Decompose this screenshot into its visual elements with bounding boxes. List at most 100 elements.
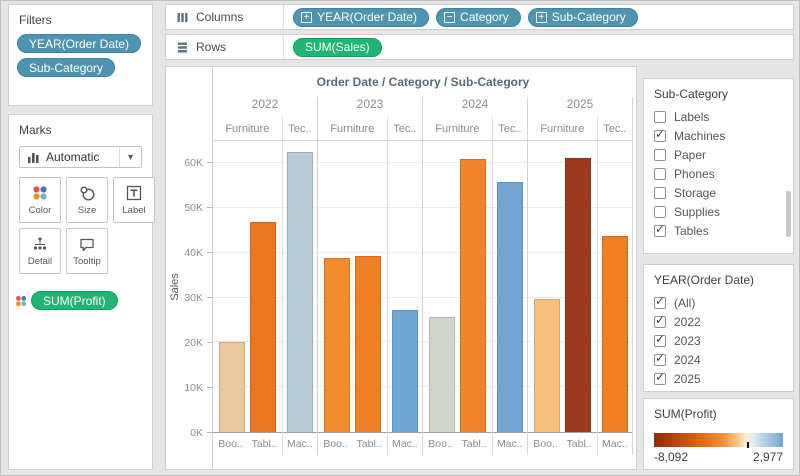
checkbox-icon[interactable]: ✓ xyxy=(654,313,666,328)
marks-buttons: Color Size Label xyxy=(19,177,155,274)
gridline xyxy=(528,341,597,343)
tooltip-button[interactable]: Tooltip xyxy=(66,228,108,274)
category-header-label: Furniture xyxy=(318,117,387,141)
chevron-down-icon[interactable]: ▾ xyxy=(119,147,141,167)
pill-label: SUM(Sales) xyxy=(305,40,370,54)
y-tick-mark xyxy=(207,162,212,164)
column-pill[interactable]: + YEAR(Order Date) xyxy=(293,7,430,27)
checkbox-icon[interactable]: ✓ xyxy=(654,126,666,142)
filter-item-label: Tables xyxy=(674,223,709,238)
year-filter-card: YEAR(Order Date) ✓ (All) ✓ 2022 ✓ 2023 ✓ 2024 ✓ 2… xyxy=(643,264,794,392)
bar-mark[interactable] xyxy=(496,182,523,432)
filter-item-label: Storage xyxy=(674,185,717,200)
filter-item[interactable]: Phones xyxy=(644,164,793,183)
profit-max-label: 2,977 xyxy=(752,450,783,464)
rows-pill-area[interactable]: SUM(Sales) xyxy=(284,37,382,57)
profit-encoding-pill[interactable]: SUM(Profit) xyxy=(31,291,118,310)
expander-icon[interactable]: − xyxy=(444,11,456,23)
x-axis-labels: Mac.. xyxy=(598,433,632,455)
checkbox-icon[interactable] xyxy=(654,148,666,161)
checkbox-icon[interactable] xyxy=(654,110,666,123)
filter-item-label: Paper xyxy=(674,147,707,162)
label-button[interactable]: Label xyxy=(113,177,155,223)
x-axis-label: Tabl.. xyxy=(461,438,487,450)
checkbox-icon[interactable] xyxy=(654,167,666,180)
filter-item-label: Supplies xyxy=(674,204,721,219)
mark-type-dropdown[interactable]: Automatic ▾ xyxy=(19,146,142,168)
filter-item[interactable]: ✓ 2024 xyxy=(644,350,793,369)
bar-mark[interactable] xyxy=(391,310,418,432)
scrollbar-thumb[interactable] xyxy=(786,191,791,237)
bar-mark[interactable] xyxy=(460,158,487,432)
gridline xyxy=(213,296,282,298)
bar-mark[interactable] xyxy=(533,298,560,432)
gridline xyxy=(528,162,597,164)
checkbox-icon[interactable]: ✓ xyxy=(654,351,666,366)
bar-mark[interactable] xyxy=(565,158,592,432)
pill-label: SUM(Profit) xyxy=(43,293,106,308)
filter-item[interactable]: Labels xyxy=(644,107,793,126)
filter-pill[interactable]: Sub-Category xyxy=(17,58,116,77)
x-axis-labels: Boo.. Tabl.. xyxy=(423,433,492,455)
checkbox-icon[interactable]: ✓ xyxy=(654,294,666,309)
bar-mark[interactable] xyxy=(250,221,277,432)
filter-pill[interactable]: YEAR(Order Date) xyxy=(17,34,142,53)
profit-color-gradient[interactable] xyxy=(654,433,783,448)
detail-button[interactable]: Detail xyxy=(19,228,61,274)
filter-item[interactable]: ✓ 2023 xyxy=(644,331,793,350)
y-axis[interactable]: Sales 0K 10K 20K 30K 40K 50K 60K xyxy=(166,67,212,469)
detail-icon xyxy=(31,235,49,253)
color-button[interactable]: Color xyxy=(19,177,61,223)
plot-area xyxy=(282,141,317,433)
checkbox-icon[interactable] xyxy=(654,186,666,199)
filter-item[interactable]: ✓ 2022 xyxy=(644,312,793,331)
filter-item[interactable]: Supplies xyxy=(644,202,793,221)
bar-mark[interactable] xyxy=(323,258,350,432)
bar-mark[interactable] xyxy=(355,255,382,432)
gridline xyxy=(213,386,282,388)
check-icon: ✓ xyxy=(655,126,666,141)
bar-mark[interactable] xyxy=(601,235,628,432)
expander-icon[interactable]: + xyxy=(535,11,547,23)
pill-label: Category xyxy=(460,10,509,24)
filter-item[interactable]: Storage xyxy=(644,183,793,202)
year-filter-title: YEAR(Order Date) xyxy=(654,273,755,287)
profit-legend-title: SUM(Profit) xyxy=(654,407,717,421)
size-button[interactable]: Size xyxy=(66,177,108,223)
filter-item[interactable]: ✓ Tables xyxy=(644,221,793,240)
bar-mark[interactable] xyxy=(428,316,455,432)
rows-shelf[interactable]: Rows SUM(Sales) xyxy=(165,34,794,60)
filter-item[interactable]: ✓ Machines xyxy=(644,126,793,145)
pane-row: Furniture Boo.. Tabl.. Tec.. Mac.. xyxy=(528,117,632,455)
subcategory-filter-list: Labels ✓ Machines Paper Phones Storage Supplie… xyxy=(644,107,793,240)
year-group: 2022 Furniture Boo.. Tabl.. Tec.. Mac.. xyxy=(213,97,318,455)
y-tick-mark xyxy=(207,387,212,389)
filter-item-label: Machines xyxy=(674,128,726,143)
x-axis-label: Boo.. xyxy=(323,438,348,450)
filter-item[interactable]: ✓ 2025 xyxy=(644,369,793,388)
column-pill[interactable]: + Sub-Category xyxy=(527,7,638,27)
color-encoding-row: SUM(Profit) xyxy=(15,291,152,310)
checkbox-icon[interactable]: ✓ xyxy=(654,332,666,347)
columns-pill-area[interactable]: + YEAR(Order Date) − Category + Sub-Category xyxy=(284,7,638,27)
checkbox-icon[interactable]: ✓ xyxy=(654,222,666,237)
bar-mark[interactable] xyxy=(218,341,245,432)
year-filter-list: ✓ (All) ✓ 2022 ✓ 2023 ✓ 2024 ✓ 2025 xyxy=(644,293,793,388)
checkbox-icon[interactable]: ✓ xyxy=(654,370,666,385)
gridline xyxy=(423,386,492,388)
bar-mark[interactable] xyxy=(286,152,313,432)
columns-shelf[interactable]: Columns + YEAR(Order Date) − Category + Sub-C… xyxy=(165,4,794,30)
year-header-label: 2024 xyxy=(461,97,489,111)
pill-label: YEAR(Order Date) xyxy=(29,36,130,51)
marks-card: Marks Automatic ▾ Color xyxy=(8,114,155,470)
y-tick-label: 20K xyxy=(184,337,203,350)
expander-icon[interactable]: + xyxy=(301,11,312,23)
category-header-label: Tec.. xyxy=(387,117,422,141)
filter-item[interactable]: Paper xyxy=(644,145,793,164)
checkbox-icon[interactable] xyxy=(654,205,666,218)
row-pill[interactable]: SUM(Sales) xyxy=(293,37,382,57)
column-pill[interactable]: − Category xyxy=(436,7,521,27)
y-tick-label: 30K xyxy=(184,292,203,305)
filter-item[interactable]: ✓ (All) xyxy=(644,293,793,312)
gridline xyxy=(423,162,492,164)
